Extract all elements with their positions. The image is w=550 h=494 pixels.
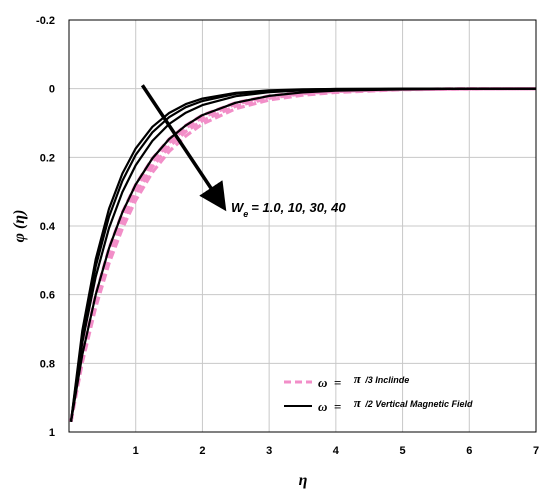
x-tick-label: 6 — [466, 445, 472, 457]
plot-frame — [68, 19, 537, 433]
y-tick-label: 0.4 — [40, 221, 56, 233]
x-tick-label: 7 — [533, 445, 539, 457]
annotation-label: We = 1.0, 10, 30, 40 — [231, 200, 346, 219]
x-tick-label: 5 — [400, 445, 406, 457]
x-tick-label: 3 — [266, 445, 272, 457]
x-axis-title: η — [299, 472, 308, 489]
series-line-vertical-we-40 — [69, 87, 536, 422]
y-tick-label: 0.6 — [40, 290, 55, 302]
x-tick-labels: 1 2 3 4 5 6 7 — [133, 445, 539, 457]
y-axis-title: φ (η) — [11, 210, 28, 243]
annotation-arrow — [140, 84, 227, 212]
y-tick-labels: -0.2 0 0.2 0.4 0.6 0.8 1 — [36, 15, 56, 439]
annotation: We = 1.0, 10, 30, 40 — [140, 84, 346, 219]
y-tick-label: 1 — [49, 427, 55, 439]
y-tick-label: 0.2 — [40, 152, 55, 164]
y-tick-label: 0 — [49, 84, 55, 96]
y-tick-label: 0.8 — [40, 358, 55, 370]
legend: ω = π /3 Inclinde ω = π /2 Vertical Magn… — [284, 370, 473, 415]
x-tick-label: 2 — [199, 445, 205, 457]
legend-entry-vertical: ω = π /2 Vertical Magnetic Field — [318, 394, 473, 415]
legend-entry-inclined: ω = π /3 Inclinde — [318, 370, 409, 391]
y-tick-label: -0.2 — [36, 15, 55, 27]
x-tick-label: 1 — [133, 445, 139, 457]
x-tick-label: 4 — [333, 445, 340, 457]
series-group — [69, 87, 537, 423]
